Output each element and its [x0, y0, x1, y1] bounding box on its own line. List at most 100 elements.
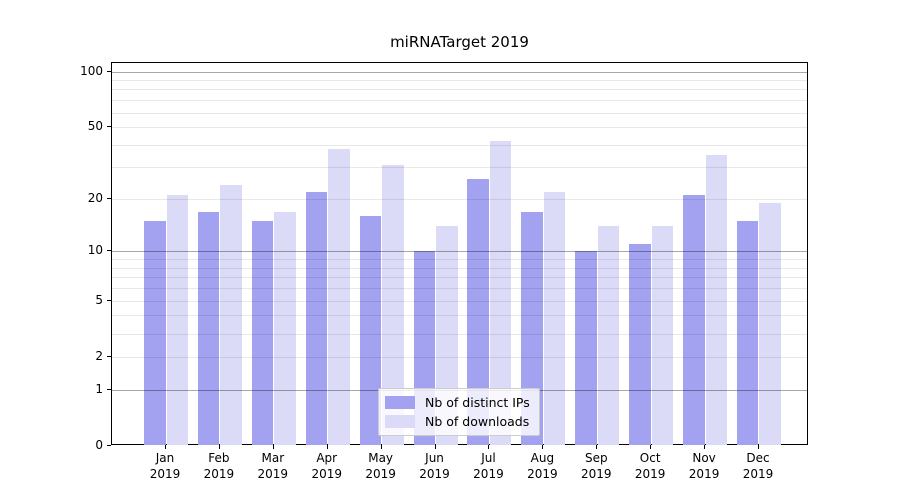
- x-tick-label-dec: Dec 2019: [727, 451, 789, 482]
- month-name: May: [368, 451, 394, 465]
- minor-gridline-8: [112, 267, 807, 269]
- x-tick-may: [380, 445, 382, 449]
- y-tick-100: [107, 70, 111, 72]
- x-tick-label-nov: Nov 2019: [673, 451, 735, 482]
- minor-gridline-9: [112, 259, 807, 261]
- minor-gridline-30: [112, 167, 807, 169]
- month-name: Jun: [425, 451, 444, 465]
- bar-distinct-ips-feb: [197, 211, 220, 445]
- y-tick-50: [107, 126, 111, 128]
- y-tick-label-50: 50: [87, 119, 103, 134]
- x-tick-label-oct: Oct 2019: [619, 451, 681, 482]
- bar-distinct-ips-jan: [144, 221, 166, 445]
- legend-row-distinct-ips: Nb of distinct IPs: [385, 395, 530, 410]
- month-year: 2019: [634, 466, 666, 481]
- x-tick-apr: [326, 445, 328, 449]
- legend-row-downloads: Nb of downloads: [385, 414, 530, 429]
- x-tick-mar: [272, 445, 274, 449]
- x-tick-label-feb: Feb 2019: [188, 451, 250, 482]
- bar-distinct-ips-apr: [305, 191, 328, 445]
- y-tick-label-20: 20: [87, 191, 103, 205]
- x-tick-label-sep: Sep 2019: [565, 451, 627, 482]
- bar-distinct-ips-jul: [467, 178, 489, 445]
- minor-gridline-70: [112, 100, 807, 102]
- x-tick-label-mar: Mar 2019: [242, 451, 304, 482]
- y-tick-label-100: 100: [80, 63, 103, 78]
- minor-gridline-40: [112, 144, 807, 146]
- bar-downloads-jan: [166, 195, 188, 445]
- minor-gridline-60: [112, 112, 807, 114]
- y-tick-label-2: 2: [95, 348, 103, 363]
- x-tick-jul: [488, 445, 490, 449]
- bar-downloads-dec: [759, 202, 781, 445]
- x-tick-label-jun: Jun 2019: [404, 451, 466, 482]
- bar-distinct-ips-oct: [629, 244, 651, 445]
- x-tick-nov: [704, 445, 706, 449]
- y-tick-2: [107, 355, 111, 357]
- x-tick-feb: [218, 445, 220, 449]
- bar-distinct-ips-dec: [736, 221, 759, 445]
- bar-downloads-feb: [220, 184, 242, 445]
- month-name: Nov: [692, 451, 716, 465]
- bar-downloads-aug: [543, 191, 566, 445]
- y-tick-20: [107, 198, 111, 199]
- month-year: 2019: [527, 466, 558, 481]
- x-tick-oct: [650, 445, 652, 449]
- bar-distinct-ips-mar: [251, 221, 274, 445]
- y-tick-10: [107, 250, 111, 252]
- minor-gridline-80: [112, 89, 807, 91]
- legend: Nb of distinct IPs Nb of downloads: [378, 388, 540, 436]
- x-tick-jun: [434, 445, 436, 449]
- bar-distinct-ips-sep: [575, 251, 597, 445]
- legend-label-downloads: Nb of downloads: [425, 414, 530, 429]
- bar-downloads-mar: [274, 211, 296, 445]
- month-year: 2019: [580, 466, 612, 481]
- y-tick-0: [107, 445, 111, 446]
- month-name: Aug: [530, 451, 555, 465]
- x-tick-jan: [165, 445, 166, 449]
- bar-downloads-nov: [705, 155, 728, 445]
- x-tick-aug: [542, 445, 544, 449]
- x-tick-label-aug: Aug 2019: [511, 451, 573, 482]
- x-tick-label-jan: Jan 2019: [134, 451, 196, 482]
- y-tick-5: [107, 299, 111, 301]
- month-name: Feb: [208, 451, 230, 465]
- bar-downloads-oct: [651, 226, 674, 445]
- x-tick-dec: [757, 445, 759, 449]
- minor-gridline-4: [112, 315, 807, 317]
- legend-swatch-distinct-ips: [385, 396, 415, 409]
- minor-gridline-7: [112, 277, 807, 279]
- x-tick-label-jul: Jul 2019: [457, 451, 519, 482]
- month-name: Sep: [584, 451, 608, 465]
- month-year: 2019: [149, 466, 181, 481]
- legend-label-distinct-ips: Nb of distinct IPs: [425, 395, 530, 410]
- month-name: Dec: [746, 451, 770, 465]
- month-year: 2019: [688, 466, 720, 481]
- y-tick-label-10: 10: [87, 243, 103, 258]
- bar-distinct-ips-nov: [683, 195, 705, 445]
- legend-swatch-downloads: [385, 415, 415, 428]
- bar-distinct-ips-may: [359, 216, 382, 445]
- month-year: 2019: [473, 466, 504, 481]
- major-gridline-10: [112, 251, 807, 253]
- y-tick-1: [107, 388, 111, 390]
- minor-gridline-6: [112, 288, 807, 290]
- chart-title: miRNATarget 2019: [390, 33, 529, 51]
- month-name: Apr: [316, 451, 338, 465]
- month-year: 2019: [365, 466, 396, 481]
- bar-downloads-apr: [328, 148, 350, 445]
- bar-downloads-may: [382, 164, 404, 445]
- month-year: 2019: [419, 466, 450, 481]
- bar-downloads-sep: [597, 226, 620, 445]
- minor-gridline-20: [112, 199, 807, 200]
- month-year: 2019: [311, 466, 342, 481]
- y-tick-label-0: 0: [95, 438, 103, 452]
- x-tick-sep: [596, 445, 598, 449]
- month-year: 2019: [742, 466, 774, 481]
- bar-downloads-jul: [489, 140, 512, 445]
- month-name: Jan: [155, 451, 175, 465]
- month-name: Jul: [481, 451, 496, 465]
- plot-area: [111, 62, 808, 445]
- minor-gridline-50: [112, 127, 807, 129]
- month-name: Mar: [261, 451, 285, 465]
